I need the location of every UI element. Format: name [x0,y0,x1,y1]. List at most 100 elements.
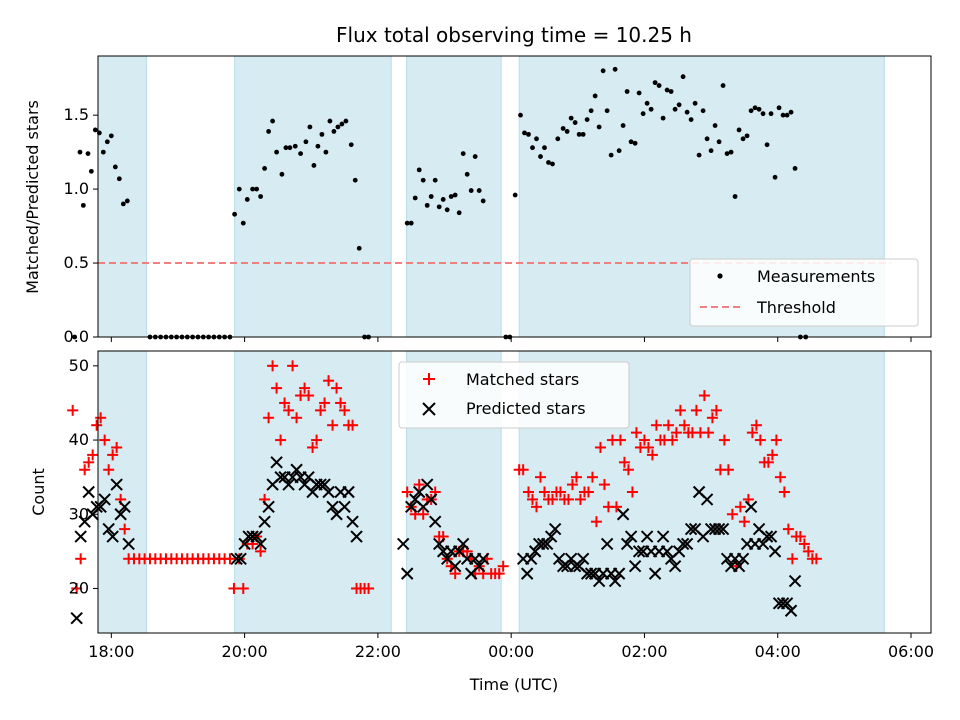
predicted-star-point [472,560,486,573]
matched-star-point [497,560,509,572]
matched-star-point [662,419,674,431]
predicted-star-point [768,545,782,558]
y-tick-label: 50 [69,356,89,375]
matched-star-point [810,553,822,565]
matched-star-point [95,412,107,424]
measurement-point [124,198,130,204]
predicted-star-point [736,552,750,565]
predicted-star-point [592,574,606,588]
predicted-star-point [680,537,694,551]
predicted-star-point [250,530,263,543]
measurement-point [512,192,518,198]
matched-star-point [287,360,299,372]
predicted-star-point [114,508,127,521]
predicted-star-point [656,530,670,543]
measurement-point [576,131,582,137]
predicted-star-point [616,508,630,521]
predicted-star-point [290,463,303,476]
legend-measurements-label: Measurements [757,267,875,286]
legend-threshold-label: Threshold [756,298,836,317]
predicted-star-point [524,552,538,565]
matched-star-point [630,427,642,439]
y-tick-label: 0.5 [64,253,89,272]
measurement-point [560,126,566,131]
measurement-point [696,152,702,158]
predicted-star-point [262,500,275,514]
measurement-point [688,117,694,122]
measurement-point [538,154,543,159]
matched-star-point [303,390,315,402]
matched-star-point [802,545,814,557]
matched-star-point [622,464,634,476]
measurement-point [480,198,486,204]
matched-star-point [646,449,658,461]
measurement-point [620,123,626,128]
measurement-point [640,111,646,117]
matched-star-point [307,441,319,453]
matched-star-point [103,464,115,476]
predicted-star-point [788,574,802,588]
predicted-star-point [548,522,562,536]
measurement-point [292,143,298,149]
measurement-point [331,129,337,134]
matched-star-point [718,434,730,446]
matched-star-point [598,479,610,491]
predicted-star-point [760,530,774,543]
matched-star-point [413,479,425,491]
predicted-star-point [82,485,95,499]
shaded-interval [234,55,392,338]
shaded-interval [97,55,148,338]
predicted-star-point [780,597,794,610]
measurement-point [668,89,674,94]
chart-title: Flux total observing time = 10.25 h [336,23,692,47]
measurement-point [748,108,754,114]
matched-star-point [750,419,762,431]
predicted-star-point [234,552,247,565]
measurement-point [680,74,686,80]
top-y-label: Matched/Predicted stars [23,100,42,294]
matched-star-point [331,382,343,394]
measurement-point [77,149,83,155]
matched-star-point [562,493,574,505]
predicted-star-point [620,537,634,551]
measurement-point [472,154,478,159]
measurement-point [624,89,630,94]
matched-star-point [271,382,283,394]
matched-star-point [710,404,722,416]
matched-star-point [690,404,702,416]
matched-star-point [734,501,746,513]
predicted-star-point [118,500,131,514]
matched-star-point [626,486,638,498]
matched-star-point [754,434,766,446]
y-tick-label: 30 [69,504,89,523]
matched-star-point [774,471,786,483]
predicted-star-point [420,478,434,491]
measurement-point [596,124,602,130]
measurement-point [648,106,654,112]
measurement-point [584,117,590,122]
matched-star-point [702,427,714,439]
predicted-star-point [397,537,410,551]
measurement-point [420,177,426,183]
predicted-star-point [102,522,115,536]
predicted-star-point [628,560,642,573]
matched-star-point [449,568,461,580]
measurement-point [476,188,482,193]
x-tick-label: 04:00 [755,642,801,661]
predicted-star-point [448,560,462,573]
measurement-point [460,151,466,157]
matched-star-point [698,390,710,402]
measurement-point [518,112,523,118]
matched-star-point [610,501,622,513]
matched-star-point [786,553,798,565]
measurement-point [339,121,345,127]
matched-star-point [267,360,279,372]
predicted-star-point [600,537,614,551]
predicted-star-point [520,567,534,580]
matched-star-point [517,464,529,476]
top-legend: Measurements Threshold [689,258,919,327]
matched-star-point [670,427,682,439]
measurement-point [274,149,279,155]
matched-star-point [638,434,650,446]
measurement-point [85,151,91,157]
